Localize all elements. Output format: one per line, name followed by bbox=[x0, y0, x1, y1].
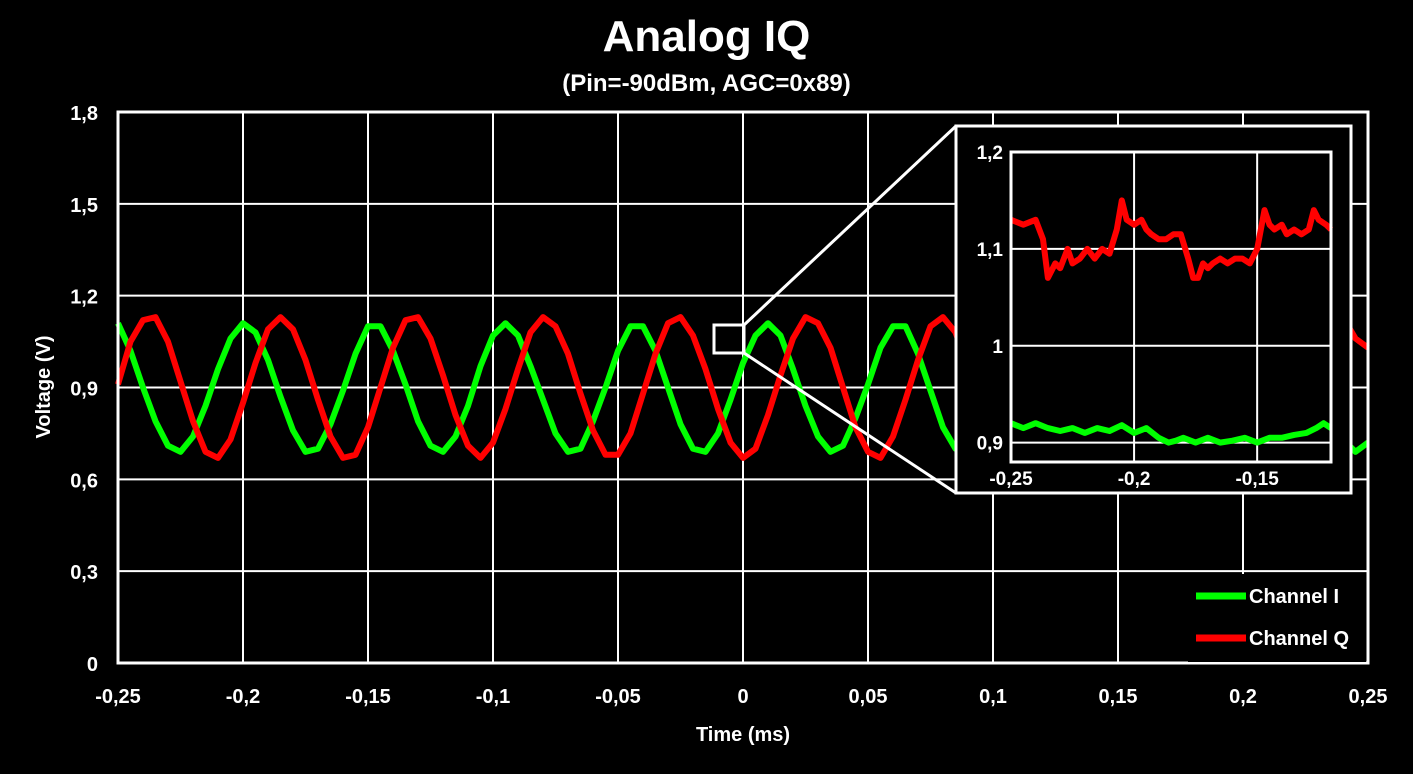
inset-chart: -0,25 -0,2 -0,15 0,9 1 1,1 1,2 bbox=[954, 124, 1353, 495]
x-tick-label: 0,1 bbox=[979, 686, 1007, 708]
inset-series-line bbox=[1009, 420, 1333, 446]
y-tick-label: 1,2 bbox=[70, 287, 98, 309]
inset-y-tick-label: 1 bbox=[992, 337, 1003, 358]
y-tick-label: 0 bbox=[87, 654, 98, 676]
x-axis-label: Time (ms) bbox=[696, 724, 790, 746]
zoom-connector-bottom bbox=[743, 351, 957, 495]
legend: Channel I Channel Q bbox=[1188, 574, 1366, 662]
inset-y-tick-label: 1,2 bbox=[977, 143, 1003, 164]
legend-label-channel-i: Channel I bbox=[1249, 586, 1339, 608]
inset-x-tick-label: -0,25 bbox=[989, 469, 1033, 490]
x-tick-label: -0,1 bbox=[476, 686, 510, 708]
inset-x-tick-label: -0,2 bbox=[1118, 469, 1151, 490]
inset-y-tick-label: 0,9 bbox=[977, 434, 1003, 455]
x-tick-label: 0,2 bbox=[1229, 686, 1257, 708]
y-tick-label: 0,9 bbox=[70, 379, 98, 401]
inset-x-tick-label: -0,15 bbox=[1235, 469, 1279, 490]
y-tick-label: 1,8 bbox=[70, 103, 98, 125]
chart-subtitle: (Pin=-90dBm, AGC=0x89) bbox=[562, 70, 851, 97]
zoom-connector-top bbox=[742, 124, 958, 327]
x-tick-label: 0,25 bbox=[1349, 686, 1388, 708]
x-tick-label: 0 bbox=[737, 686, 748, 708]
y-tick-label: 0,3 bbox=[70, 562, 98, 584]
x-tick-label: 0,15 bbox=[1099, 686, 1138, 708]
x-tick-label: -0,15 bbox=[345, 686, 391, 708]
y-tick-label: 0,6 bbox=[70, 470, 98, 492]
chart-title: Analog IQ bbox=[602, 12, 811, 61]
inset-plot-border bbox=[1009, 150, 1333, 464]
inset-series-line bbox=[1009, 197, 1334, 281]
x-tick-label: 0,05 bbox=[849, 686, 888, 708]
x-tick-label: -0,2 bbox=[226, 686, 260, 708]
x-tick-label: -0,05 bbox=[595, 686, 641, 708]
inset-y-tick-label: 1,1 bbox=[977, 240, 1004, 261]
legend-label-channel-q: Channel Q bbox=[1249, 628, 1349, 650]
y-tick-label: 1,5 bbox=[70, 195, 98, 217]
plot-border bbox=[116, 110, 1370, 665]
zoom-marker-box bbox=[712, 323, 746, 355]
y-axis-label: Voltage (V) bbox=[33, 336, 55, 439]
legend-box bbox=[1188, 574, 1366, 662]
x-tick-label: -0,25 bbox=[95, 686, 141, 708]
